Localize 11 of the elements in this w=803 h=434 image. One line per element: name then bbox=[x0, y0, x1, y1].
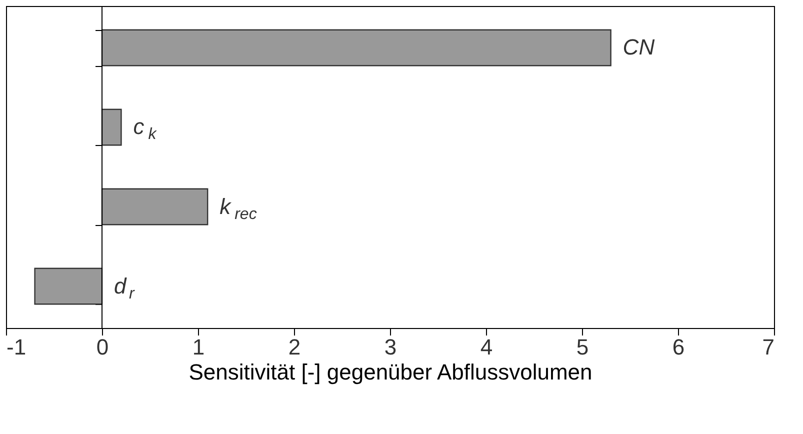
x-tick-label: 0 bbox=[96, 334, 109, 360]
x-tick-label: 4 bbox=[480, 334, 493, 360]
x-axis-title: Sensitivität [-] gegenüber Abflussvolumen bbox=[188, 360, 592, 384]
x-tick-label: 2 bbox=[288, 334, 301, 360]
x-tick-label: 1 bbox=[192, 334, 205, 360]
y-tick-label: CN bbox=[622, 34, 655, 60]
x-tick-label: 5 bbox=[576, 334, 589, 360]
x-tick-label: -1 bbox=[6, 334, 26, 360]
x-tick-label: 6 bbox=[672, 334, 685, 360]
x-tick-label: 3 bbox=[384, 334, 397, 360]
x-tick-label: 7 bbox=[762, 334, 774, 360]
